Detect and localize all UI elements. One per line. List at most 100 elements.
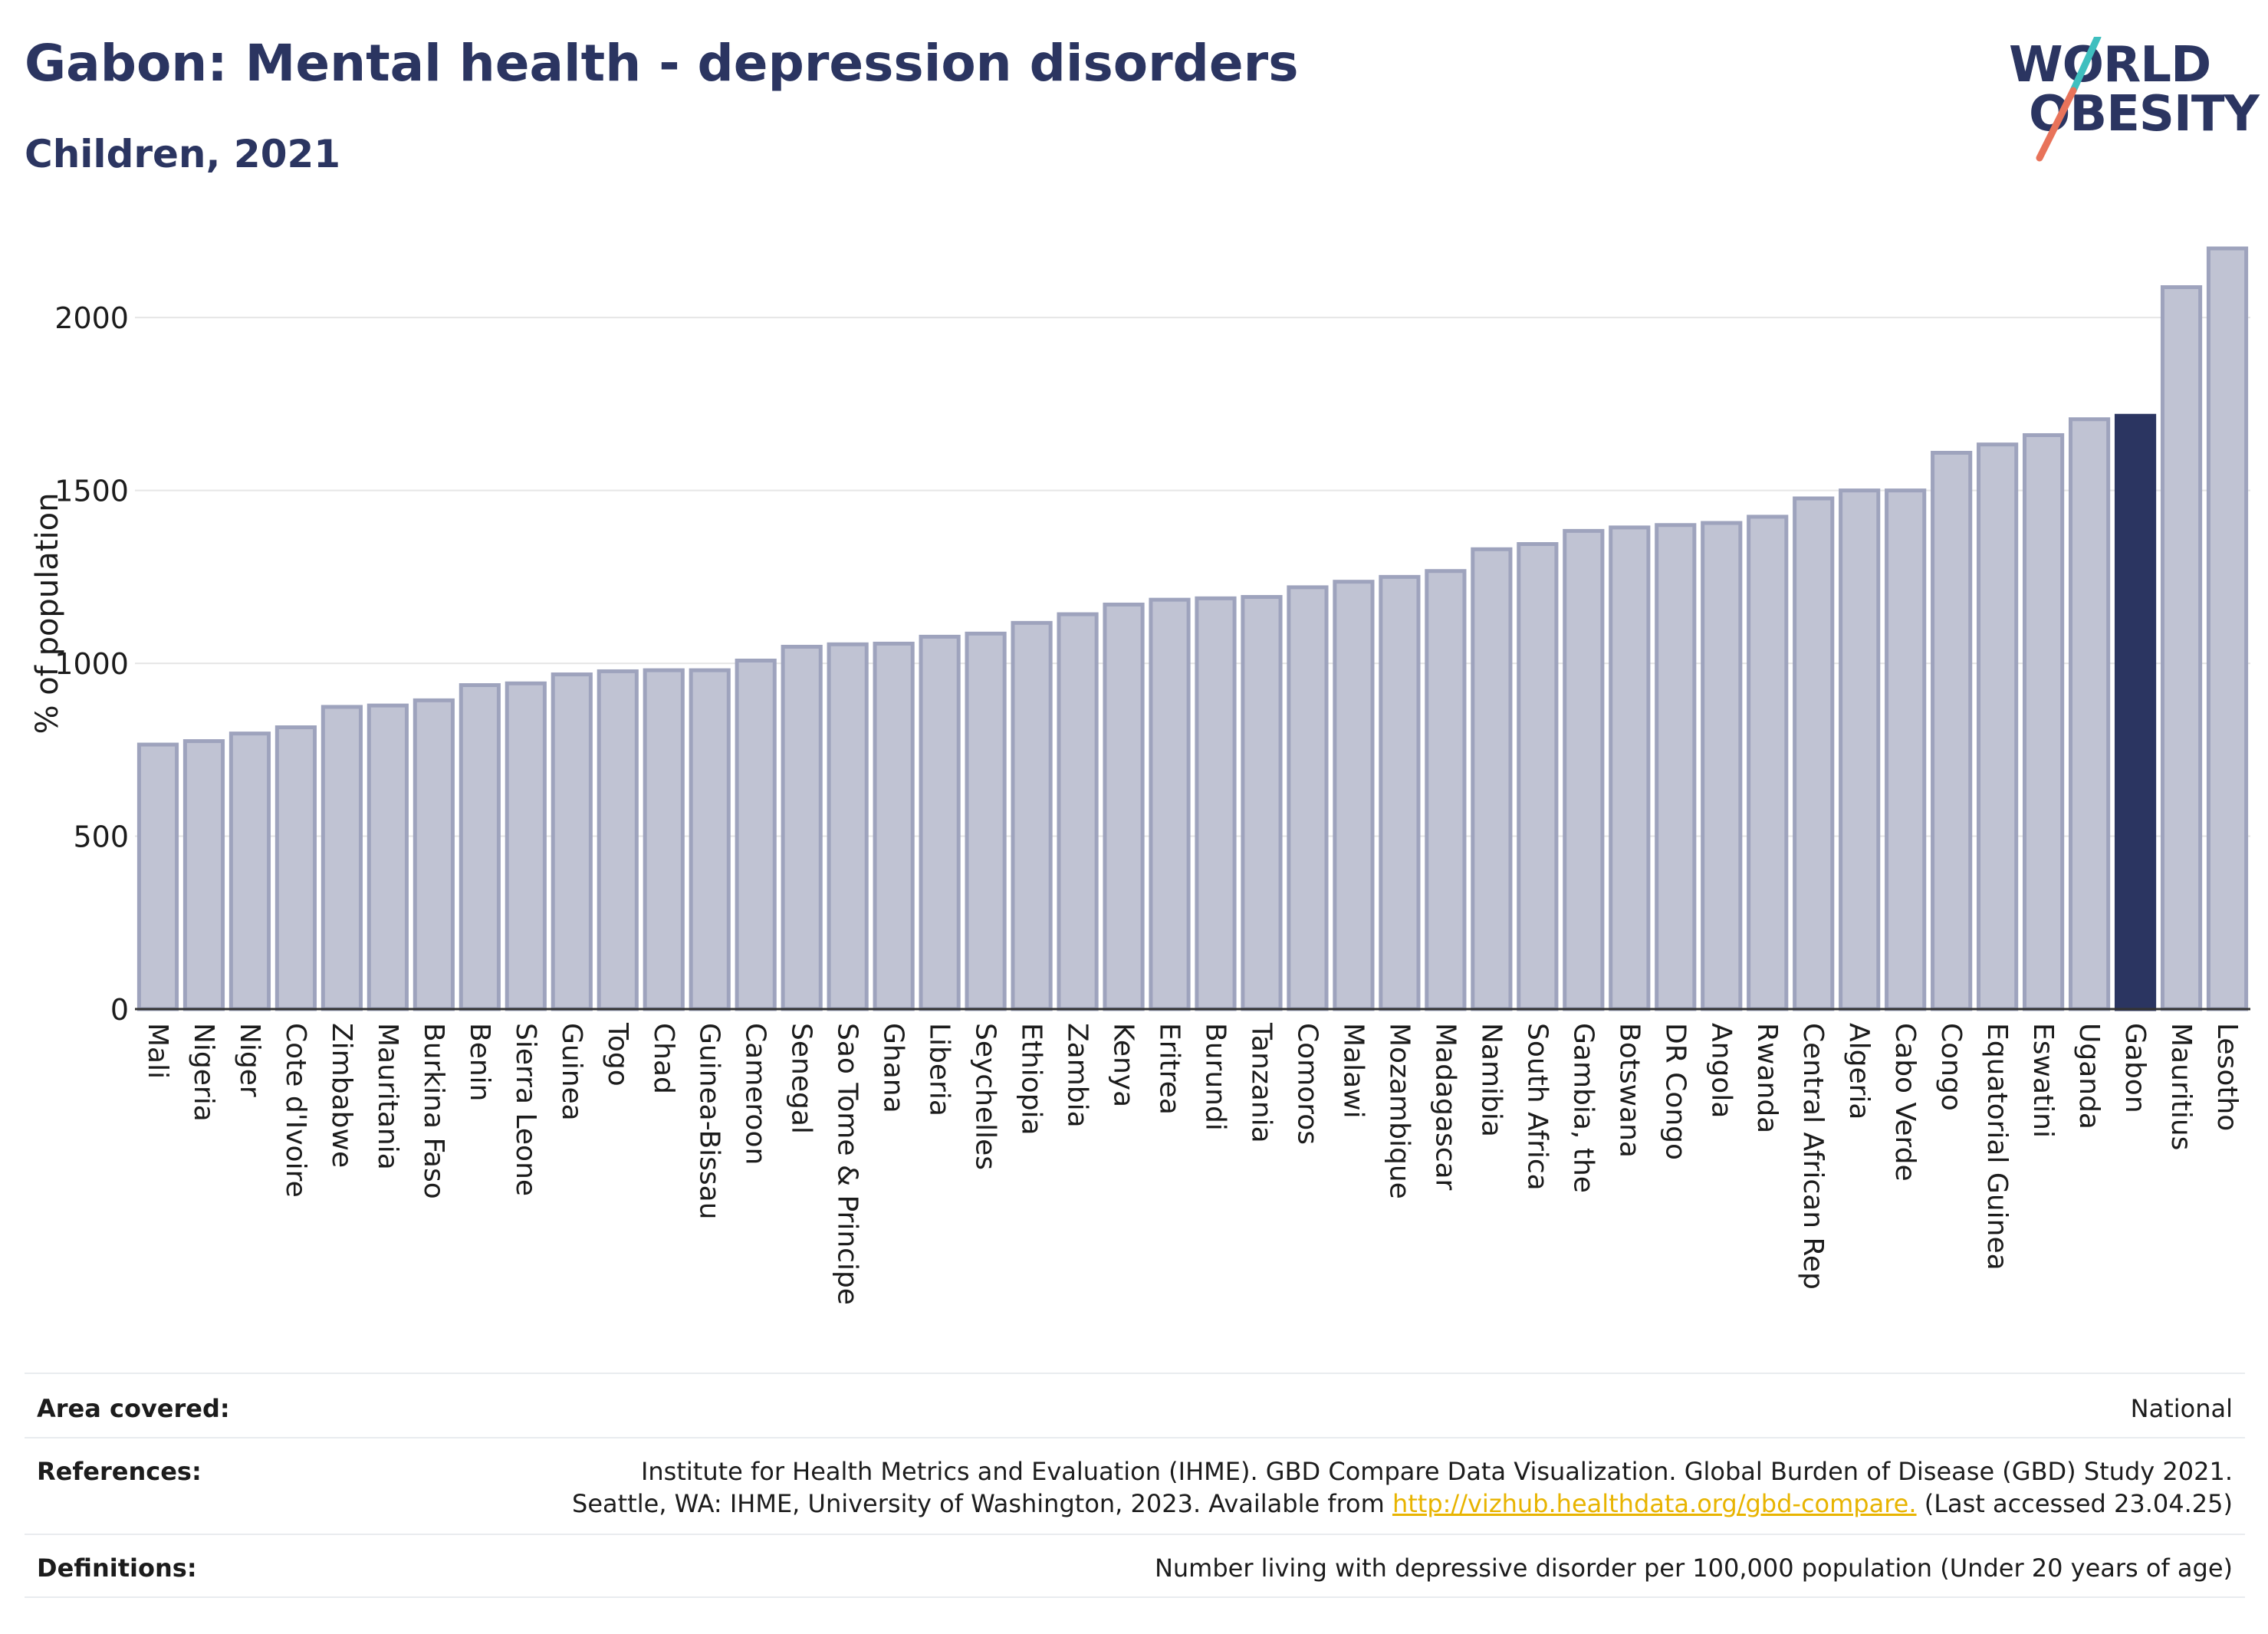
x-tick-label: Guinea — [556, 1023, 587, 1121]
bar — [2023, 432, 2065, 1011]
x-tick-label: Liberia — [924, 1023, 955, 1116]
bar — [1563, 528, 1605, 1011]
bar — [1425, 569, 1467, 1011]
chart-subtitle: Children, 2021 — [25, 132, 341, 176]
x-tick-label: Angola — [1705, 1023, 1737, 1118]
bar — [919, 634, 961, 1011]
bar — [781, 644, 823, 1011]
x-tick-label: Seychelles — [970, 1023, 1001, 1170]
bar — [735, 658, 777, 1011]
area-covered-label: Area covered: — [37, 1394, 230, 1423]
x-tick-label: Rwanda — [1751, 1023, 1783, 1133]
x-tick-label: Guinea-Bissau — [694, 1023, 725, 1220]
y-tick-label: 1000 — [54, 647, 129, 681]
x-tick-label: Malawi — [1337, 1023, 1369, 1119]
area-covered-value: National — [2130, 1394, 2233, 1423]
x-tick-label: Gambia, the — [1567, 1023, 1599, 1193]
footer-divider — [25, 1437, 2245, 1438]
y-tick-label: 500 — [73, 820, 129, 854]
bar — [1057, 612, 1099, 1011]
footer-divider — [25, 1534, 2245, 1535]
x-tick-label: Mauritania — [372, 1023, 403, 1170]
bar — [1793, 496, 1835, 1011]
logo-text-world: WORLD — [2009, 37, 2211, 94]
bar — [689, 668, 731, 1011]
bar — [1011, 620, 1053, 1011]
bar — [1379, 574, 1421, 1011]
x-tick-label: Congo — [1935, 1023, 1967, 1111]
x-tick-label: Uganda — [2073, 1023, 2105, 1129]
bar — [551, 672, 593, 1011]
x-tick-label: Zambia — [1062, 1023, 1093, 1128]
x-tick-label: Cote d'Ivoire — [280, 1023, 311, 1198]
x-tick-label: Cameroon — [740, 1023, 771, 1165]
x-tick-label: Kenya — [1108, 1023, 1139, 1107]
bar — [366, 703, 409, 1011]
bar — [1149, 597, 1191, 1011]
x-tick-label: Eritrea — [1154, 1023, 1185, 1115]
bar — [182, 739, 225, 1011]
definitions-value: Number living with depressive disorder p… — [1154, 1553, 2233, 1583]
bar — [2114, 413, 2157, 1011]
bar — [413, 698, 455, 1011]
x-tick-label: Comoros — [1291, 1023, 1323, 1145]
x-tick-label: Niger — [234, 1023, 265, 1097]
bar — [136, 742, 179, 1011]
bar — [1471, 547, 1513, 1011]
bar — [228, 732, 271, 1011]
bar — [1333, 580, 1375, 1011]
x-tick-label: Gabon — [2119, 1023, 2151, 1113]
footer-area-row: Area covered: National — [25, 1394, 2245, 1440]
x-tick-label: Ethiopia — [1016, 1023, 1047, 1136]
bar — [1287, 585, 1329, 1011]
x-tick-label: Zimbabwe — [326, 1023, 357, 1168]
x-tick-label: Central African Rep — [1797, 1023, 1829, 1290]
bar — [1241, 595, 1283, 1011]
references-link[interactable]: http://vizhub.healthdata.org/gbd-compare… — [1392, 1489, 1917, 1518]
x-tick-label: Tanzania — [1245, 1022, 1277, 1143]
world-obesity-logo: WORLD OBESITY — [1994, 37, 2260, 167]
chart-title: Gabon: Mental health - depression disord… — [25, 34, 1299, 93]
bar — [873, 641, 915, 1011]
bar — [274, 725, 317, 1011]
references-text: Seattle, WA: IHME, University of Washing… — [572, 1489, 1392, 1518]
x-tick-label: South Africa — [1521, 1023, 1553, 1191]
bar — [2206, 246, 2249, 1011]
bar — [597, 669, 639, 1011]
logo-slash-icon — [2036, 37, 2102, 162]
footer-references-row: References: Institute for Health Metrics… — [25, 1457, 2245, 1534]
x-tick-label: Algeria — [1843, 1023, 1875, 1120]
bar — [320, 705, 363, 1011]
x-tick-label: Nigeria — [188, 1023, 219, 1122]
definitions-label: Definitions: — [37, 1553, 197, 1583]
references-label: References: — [37, 1457, 202, 1486]
footer-divider — [25, 1373, 2245, 1374]
x-tick-label: Benin — [464, 1023, 495, 1101]
bar — [1977, 442, 2019, 1011]
x-tick-label: Chad — [648, 1023, 679, 1094]
references-accessed: (Last accessed 23.04.25) — [1916, 1489, 2233, 1518]
bar — [1195, 596, 1237, 1011]
bar — [1931, 450, 1973, 1011]
bar — [965, 631, 1007, 1011]
references-line-2: Seattle, WA: IHME, University of Washing… — [572, 1489, 2233, 1518]
bar — [643, 668, 685, 1011]
bar — [1885, 488, 1927, 1011]
bar — [459, 682, 501, 1011]
x-tick-label: Senegal — [786, 1023, 817, 1134]
bar — [1609, 525, 1651, 1011]
x-tick-label: Madagascar — [1429, 1023, 1461, 1191]
references-line-1: Institute for Health Metrics and Evaluat… — [640, 1457, 2233, 1486]
bar — [2068, 417, 2111, 1011]
x-tick-label: Eswatini — [2027, 1023, 2059, 1138]
bar — [1701, 521, 1743, 1011]
x-tick-label: Cabo Verde — [1889, 1023, 1921, 1182]
x-tick-label: Burkina Faso — [418, 1023, 449, 1199]
bar — [1517, 542, 1559, 1011]
bar — [505, 681, 547, 1011]
bar — [1103, 602, 1145, 1011]
y-tick-label: 1500 — [54, 475, 129, 508]
x-tick-label: Burundi — [1199, 1023, 1231, 1131]
x-tick-label: Ghana — [878, 1023, 909, 1113]
x-tick-label: Mauritius — [2165, 1023, 2197, 1150]
